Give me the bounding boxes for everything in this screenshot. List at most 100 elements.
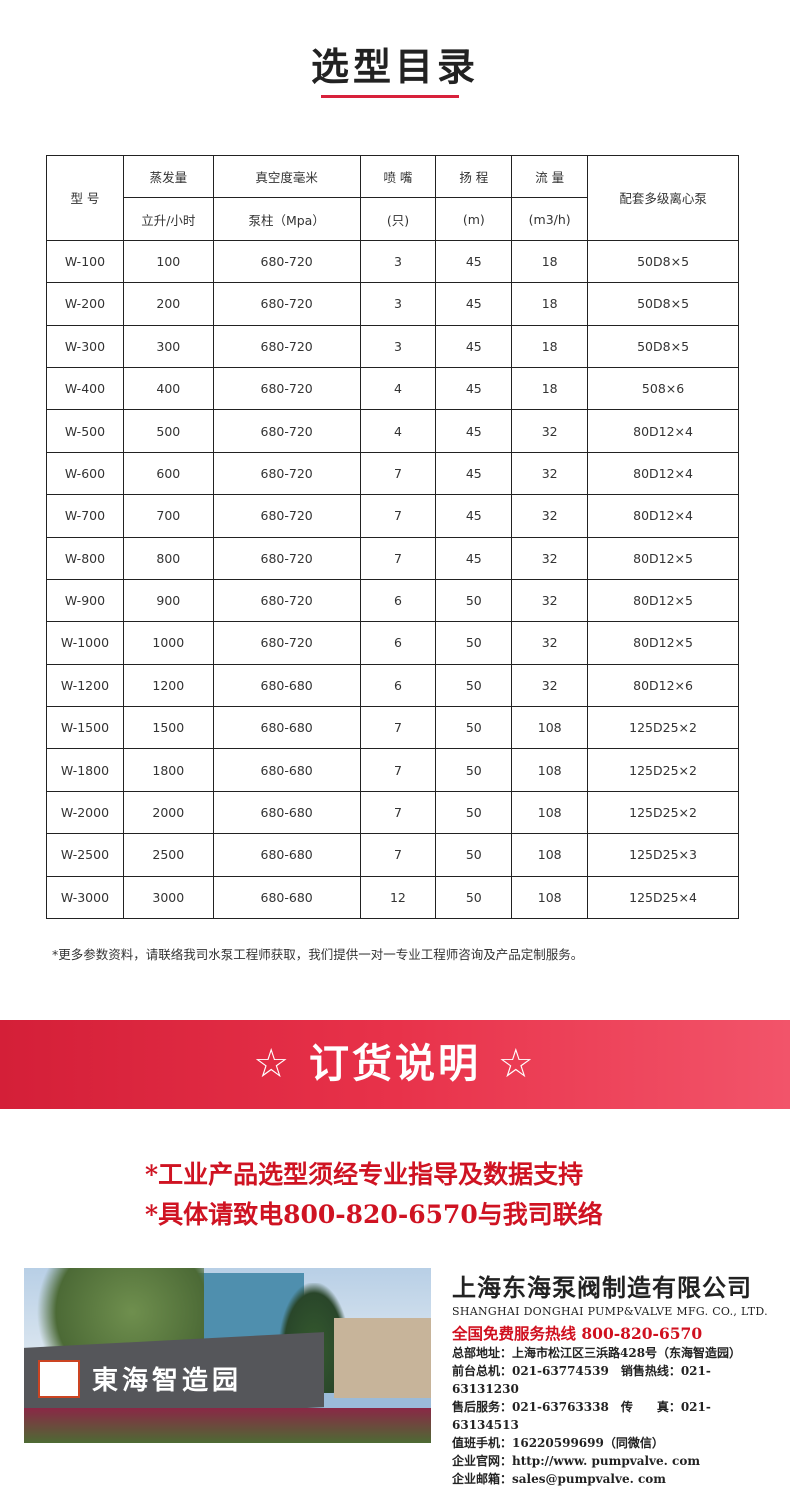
table-cell: 108 [511, 833, 589, 877]
table-cell: 1800 [122, 748, 214, 792]
table-row: W-700 700 680-720 7 45 32 80D12×4 [46, 494, 739, 538]
table-row: W-900 900 680-720 6 50 32 80D12×5 [46, 578, 739, 623]
header-evap-unit: 立升/小时 [122, 197, 214, 241]
table-cell: 7 [359, 536, 437, 580]
table-cell: 800 [122, 536, 214, 580]
table-cell: 4 [359, 366, 437, 411]
table-cell: 700 [122, 494, 214, 538]
table-cell: 7 [359, 451, 437, 496]
table-cell: 680-720 [212, 536, 361, 580]
table-cell: 6 [359, 663, 437, 708]
table-cell: 1000 [122, 621, 214, 665]
table-cell: 125D25×3 [587, 833, 739, 877]
table-cell: 32 [511, 536, 589, 580]
phone-reception: 前台总机：021-63774539 销售热线：021-63131230 [452, 1364, 711, 1396]
table-cell: 50 [435, 875, 513, 920]
table-row: W-1800 1800 680-680 7 50 108 125D25×2 [46, 748, 739, 792]
table-row: W-400 400 680-720 4 45 18 508×6 [46, 366, 739, 411]
header-model: 型 号 [46, 155, 124, 241]
table-cell: 4 [359, 409, 437, 453]
table-cell: 6 [359, 578, 437, 623]
table-cell: W-1200 [46, 663, 124, 708]
table-cell: 680-720 [212, 409, 361, 453]
table-cell: 680-720 [212, 494, 361, 538]
table-cell: 18 [511, 366, 589, 411]
table-cell: 680-680 [212, 706, 361, 750]
table-cell: W-300 [46, 324, 124, 368]
table-cell: 300 [122, 324, 214, 368]
table-cell: 108 [511, 748, 589, 792]
header-evap: 蒸发量 [122, 154, 214, 199]
order-banner: ☆ 订货说明 ☆ [0, 1020, 790, 1109]
table-cell: 3 [359, 282, 437, 326]
table-cell: W-1800 [46, 748, 124, 792]
table-cell: 680-720 [212, 451, 361, 496]
table-cell: 18 [511, 324, 589, 368]
table-cell: 50D8×5 [587, 324, 739, 368]
table-row: W-300 300 680-720 3 45 18 50D8×5 [46, 324, 739, 368]
campus-sign: 東海智造园 [92, 1366, 243, 1396]
table-cell: 7 [359, 706, 437, 750]
table-cell: 3 [359, 324, 437, 368]
table-cell: 680-720 [212, 578, 361, 623]
header-pump: 配套多级离心泵 [587, 155, 739, 241]
campus-photo: 東海智造园 [24, 1268, 431, 1443]
table-cell: W-1000 [46, 621, 124, 665]
table-cell: 50D8×5 [587, 282, 739, 326]
header-flow: 流 量 [511, 154, 589, 199]
table-cell: 680-680 [212, 833, 361, 877]
table-cell: W-100 [46, 239, 124, 284]
table-row: W-2500 2500 680-680 7 50 108 125D25×3 [46, 833, 739, 877]
header-flow-unit: (m3/h) [511, 197, 589, 241]
table-cell: 50 [435, 621, 513, 665]
table-cell: 680-680 [212, 748, 361, 792]
table-cell: 500 [122, 409, 214, 453]
phone-service: 售后服务：021-63763338 传 真：021-63134513 [452, 1400, 711, 1432]
company-name-en: SHANGHAI DONGHAI PUMP&VALVE MFG. CO., LT… [452, 1305, 768, 1318]
table-row: W-500 500 680-720 4 45 32 80D12×4 [46, 409, 739, 453]
table-cell: 680-720 [212, 621, 361, 665]
table-cell: 900 [122, 578, 214, 623]
table-cell: 32 [511, 409, 589, 453]
table-cell: 108 [511, 875, 589, 920]
table-row: W-800 800 680-720 7 45 32 80D12×5 [46, 536, 739, 580]
table-cell: 680-720 [212, 239, 361, 284]
company-name-cn: 上海东海泵阀制造有限公司 [452, 1274, 752, 1302]
table-cell: 12 [359, 875, 437, 920]
table-cell: 680-720 [212, 282, 361, 326]
table-cell: 32 [511, 494, 589, 538]
table-cell: 18 [511, 282, 589, 326]
table-cell: 680-680 [212, 790, 361, 835]
table-row: W-2000 2000 680-680 7 50 108 125D25×2 [46, 790, 739, 835]
table-cell: 45 [435, 409, 513, 453]
table-cell: 125D25×2 [587, 706, 739, 750]
table-cell: 80D12×4 [587, 451, 739, 496]
email: 企业邮箱：sales@pumpvalve. com [452, 1472, 666, 1486]
table-cell: 108 [511, 790, 589, 835]
table-cell: 125D25×4 [587, 875, 739, 920]
table-cell: 80D12×5 [587, 578, 739, 623]
footnote: *更多参数资料，请联络我司水泵工程师获取，我们提供一对一专业工程师咨询及产品定制… [52, 947, 584, 962]
table-cell: 3 [359, 239, 437, 284]
website: 企业官网：http://www. pumpvalve. com [452, 1454, 701, 1468]
table-cell: 680-680 [212, 875, 361, 920]
table-cell: 80D12×5 [587, 621, 739, 665]
table-cell: 125D25×2 [587, 790, 739, 835]
table-cell: 18 [511, 239, 589, 284]
table-cell: 45 [435, 366, 513, 411]
table-cell: W-700 [46, 494, 124, 538]
table-cell: 80D12×4 [587, 494, 739, 538]
table-cell: W-400 [46, 366, 124, 411]
table-cell: 80D12×5 [587, 536, 739, 580]
table-cell: 1500 [122, 706, 214, 750]
table-cell: 2000 [122, 790, 214, 835]
mobile: 值班手机：16220599699（同微信） [452, 1436, 664, 1450]
table-row: W-3000 3000 680-680 12 50 108 125D25×4 [46, 875, 739, 920]
table-cell: 7 [359, 833, 437, 877]
table-cell: 125D25×2 [587, 748, 739, 792]
table-cell: 680-720 [212, 366, 361, 411]
table-cell: 508×6 [587, 366, 739, 411]
hotline: 全国免费服务热线 800-820-6570 [452, 1324, 703, 1343]
header-head-unit: (m) [435, 197, 513, 241]
header-nozzle-unit: (只) [359, 197, 437, 241]
